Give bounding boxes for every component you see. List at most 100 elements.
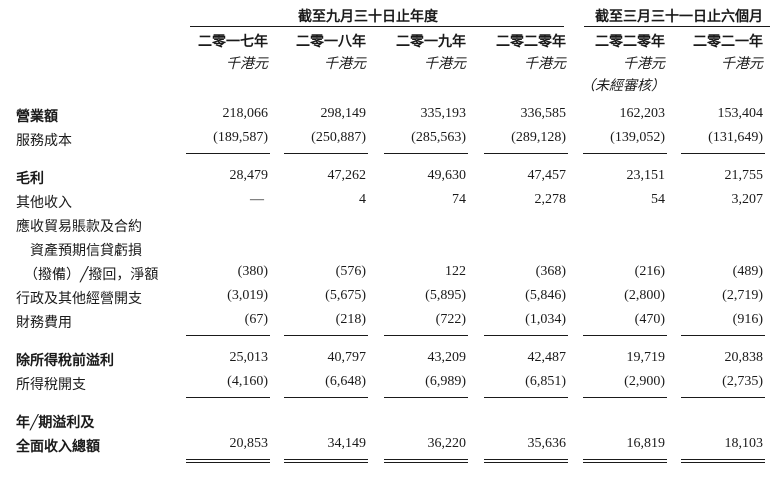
table-cell: 28,479 xyxy=(229,168,269,183)
column-header: 二零一九年 xyxy=(396,34,466,50)
table-cell: 47,262 xyxy=(327,168,367,183)
table-cell: (6,851) xyxy=(525,374,566,389)
interim-group-underline xyxy=(584,26,770,27)
single-underline xyxy=(186,153,270,154)
table-cell: 40,797 xyxy=(327,350,367,365)
single-underline xyxy=(681,335,765,336)
table-cell: (380) xyxy=(237,264,268,279)
table-cell: (4,160) xyxy=(227,374,268,389)
table-cell: (131,649) xyxy=(708,130,763,145)
single-underline xyxy=(284,335,368,336)
table-cell: (576) xyxy=(335,264,366,279)
single-underline xyxy=(484,335,568,336)
table-cell: 20,838 xyxy=(724,350,764,365)
single-underline xyxy=(681,397,765,398)
row-label: 全面收入總額 xyxy=(16,439,100,455)
double-underline xyxy=(583,459,667,463)
double-underline xyxy=(384,459,468,463)
single-underline xyxy=(484,397,568,398)
interim-period-group-header: 截至三月三十一日止六個月 xyxy=(595,9,763,25)
table-cell: 335,193 xyxy=(420,106,467,121)
table-cell: (139,052) xyxy=(610,130,665,145)
single-underline xyxy=(384,335,468,336)
table-cell: 18,103 xyxy=(724,436,764,451)
table-cell: 162,203 xyxy=(619,106,666,121)
unit-label: 千港元 xyxy=(226,56,268,72)
table-cell: (5,846) xyxy=(525,288,566,303)
double-underline xyxy=(186,459,270,463)
table-cell: (189,587) xyxy=(213,130,268,145)
table-cell: 122 xyxy=(445,264,466,279)
table-cell: (2,800) xyxy=(624,288,665,303)
single-underline xyxy=(384,153,468,154)
table-cell: (250,887) xyxy=(311,130,366,145)
unit-label: 千港元 xyxy=(721,56,763,72)
table-cell: (2,900) xyxy=(624,374,665,389)
row-label: 其他收入 xyxy=(16,195,72,211)
table-cell: 20,853 xyxy=(229,436,269,451)
table-cell: (470) xyxy=(634,312,665,327)
table-cell: 43,209 xyxy=(427,350,467,365)
table-cell: (368) xyxy=(535,264,566,279)
row-label: 年╱期溢利及 xyxy=(16,415,95,431)
column-header: 二零二零年 xyxy=(595,34,665,50)
single-underline xyxy=(583,335,667,336)
row-label: 行政及其他經營開支 xyxy=(16,291,142,307)
row-label: 應收貿易賬款及合約 xyxy=(16,219,142,235)
table-cell: (2,719) xyxy=(722,288,763,303)
table-cell: (6,648) xyxy=(325,374,366,389)
table-cell: 336,585 xyxy=(520,106,567,121)
fiscal-year-group-header: 截至九月三十日止年度 xyxy=(298,9,438,25)
table-cell: (6,989) xyxy=(425,374,466,389)
table-cell: 16,819 xyxy=(626,436,666,451)
table-cell: 218,066 xyxy=(222,106,269,121)
table-cell: 49,630 xyxy=(427,168,467,183)
column-header: 二零二零年 xyxy=(496,34,566,50)
table-cell: (916) xyxy=(732,312,763,327)
double-underline xyxy=(284,459,368,463)
table-cell: 4 xyxy=(359,192,366,207)
table-cell: 3,207 xyxy=(731,192,764,207)
unit-label: 千港元 xyxy=(524,56,566,72)
row-label: 資產預期信貸虧損 xyxy=(30,243,142,259)
single-underline xyxy=(583,153,667,154)
table-cell: (216) xyxy=(634,264,665,279)
table-cell: 23,151 xyxy=(626,168,666,183)
table-cell: 21,755 xyxy=(724,168,764,183)
table-cell: 47,457 xyxy=(527,168,567,183)
table-cell: 19,719 xyxy=(626,350,666,365)
table-cell: (722) xyxy=(435,312,466,327)
row-label: 所得稅開支 xyxy=(16,377,86,393)
table-cell: (67) xyxy=(244,312,268,327)
row-label: 毛利 xyxy=(16,171,44,187)
table-cell: (5,895) xyxy=(425,288,466,303)
column-header: 二零一八年 xyxy=(296,34,366,50)
single-underline xyxy=(284,397,368,398)
table-cell: 54 xyxy=(651,192,665,207)
row-label: （撥備）╱撥回，淨額 xyxy=(24,267,159,283)
single-underline xyxy=(186,397,270,398)
unit-label: 千港元 xyxy=(324,56,366,72)
table-cell: 36,220 xyxy=(427,436,467,451)
table-cell: (289,128) xyxy=(511,130,566,145)
table-cell: (1,034) xyxy=(525,312,566,327)
unit-label: 千港元 xyxy=(623,56,665,72)
table-cell: 25,013 xyxy=(229,350,269,365)
column-header: 二零一七年 xyxy=(198,34,268,50)
table-cell: 42,487 xyxy=(527,350,567,365)
single-underline xyxy=(186,335,270,336)
table-cell: 153,404 xyxy=(717,106,764,121)
table-cell: 35,636 xyxy=(527,436,567,451)
single-underline xyxy=(284,153,368,154)
row-label: 除所得稅前溢利 xyxy=(16,353,114,369)
table-cell: 298,149 xyxy=(320,106,367,121)
table-cell: (2,735) xyxy=(722,374,763,389)
single-underline xyxy=(484,153,568,154)
table-cell: (3,019) xyxy=(227,288,268,303)
table-cell: (218) xyxy=(335,312,366,327)
table-cell: (489) xyxy=(732,264,763,279)
row-label: 服務成本 xyxy=(16,133,72,149)
table-cell: (5,675) xyxy=(325,288,366,303)
single-underline xyxy=(384,397,468,398)
fiscal-group-underline xyxy=(190,26,564,27)
